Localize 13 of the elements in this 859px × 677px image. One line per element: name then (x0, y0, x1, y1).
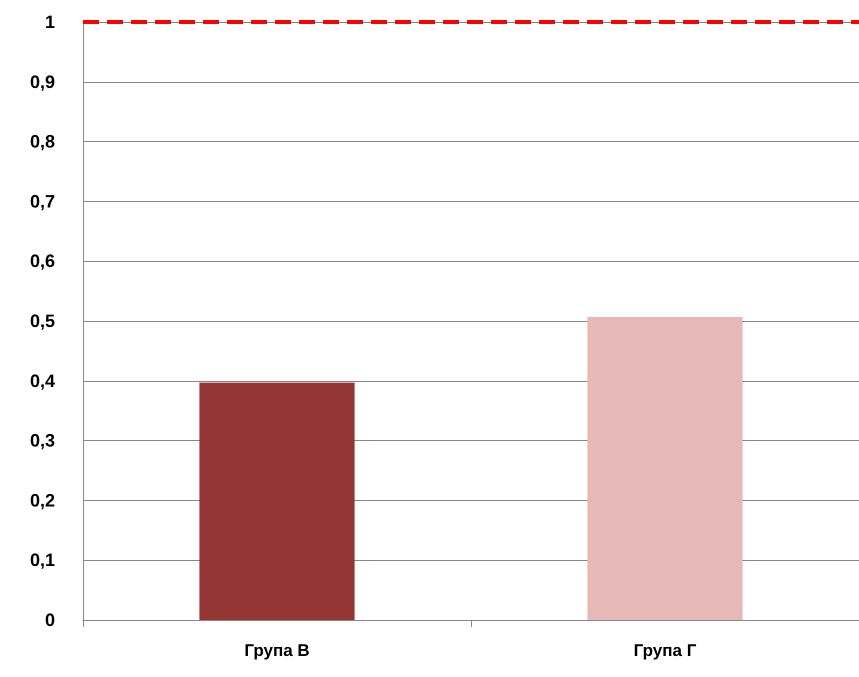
y-tick-label: 0,1 (30, 550, 55, 570)
y-tick-label: 0 (44, 610, 55, 630)
y-tick-label: 0,2 (30, 490, 55, 510)
y-tick-label: 0,7 (30, 191, 55, 212)
y-tick-label: 0,4 (30, 370, 55, 391)
x-tick-label: Група В (244, 641, 310, 660)
y-tick-label: 0,9 (30, 72, 55, 92)
x-tick-label: Група Г (634, 641, 697, 660)
y-tick-label: 0,3 (30, 430, 55, 451)
y-tick-label: 0,8 (30, 132, 55, 152)
y-tick-label: 1 (44, 12, 55, 32)
y-tick-label: 0,6 (30, 251, 55, 272)
y-tick-label: 0,5 (30, 311, 55, 331)
